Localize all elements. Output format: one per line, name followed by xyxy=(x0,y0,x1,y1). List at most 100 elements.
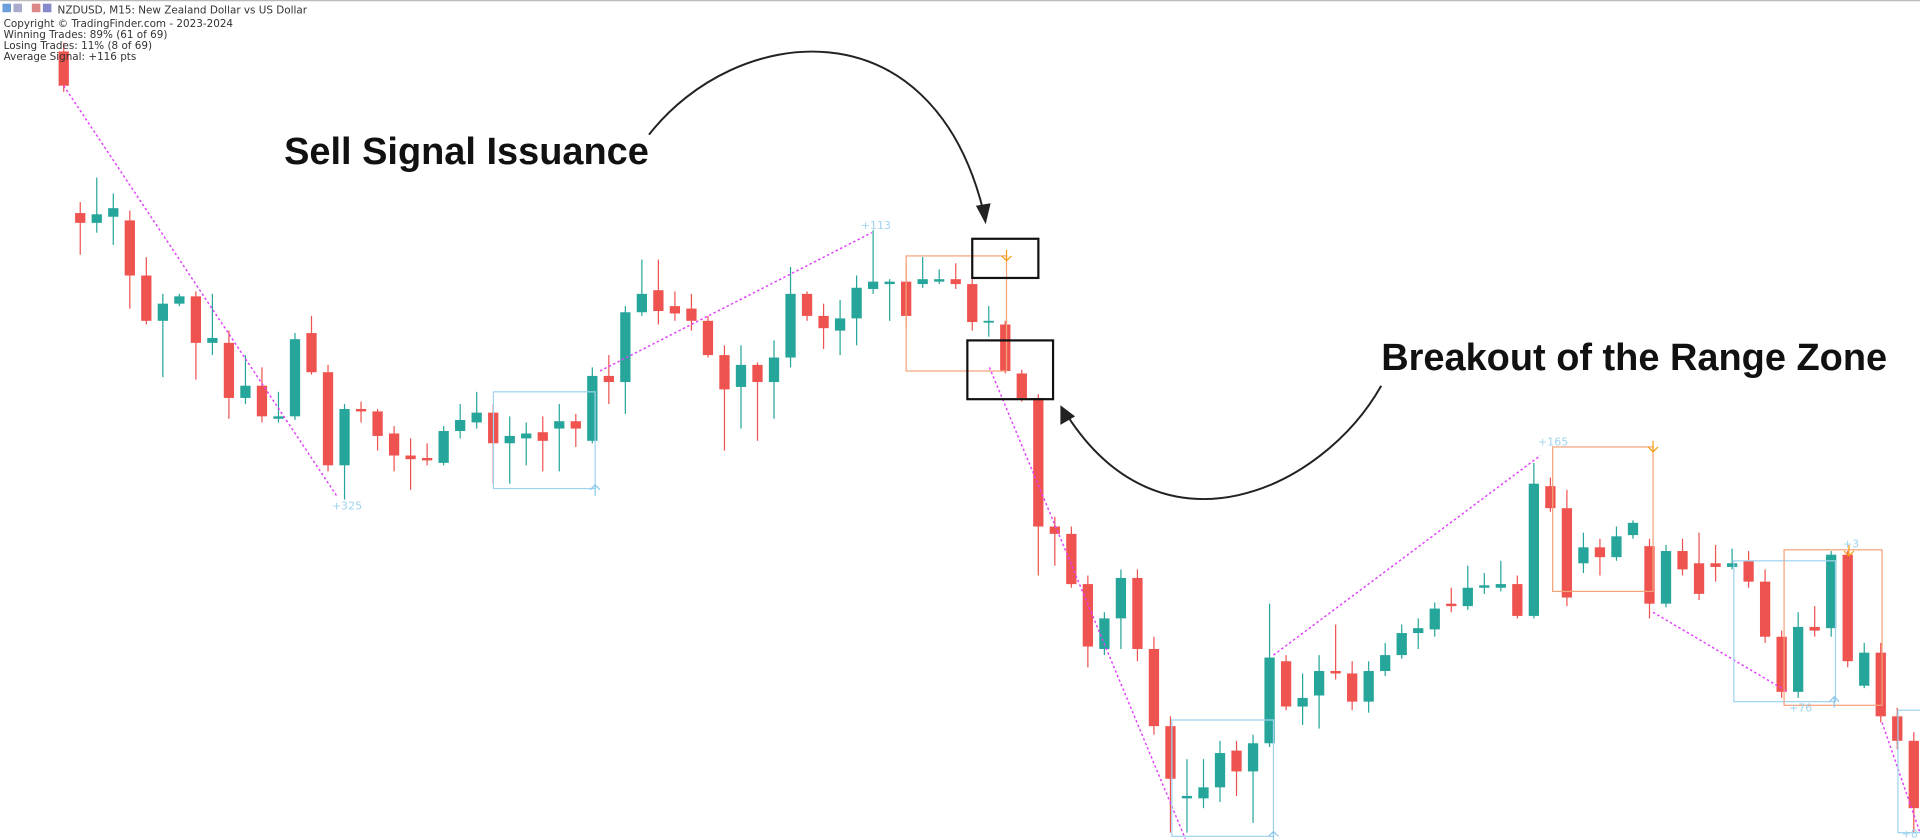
candle-body xyxy=(1545,486,1556,509)
range-box xyxy=(1897,709,1920,834)
info-line: Winning Trades: 89% (61 of 69) xyxy=(4,29,168,41)
candle-body xyxy=(91,214,102,223)
candle-body xyxy=(1462,587,1473,607)
candle-body xyxy=(1132,577,1143,649)
candle-body xyxy=(1479,585,1490,588)
candle-body xyxy=(223,342,235,398)
buy-arrow xyxy=(589,484,601,496)
highlight-box xyxy=(966,339,1055,401)
candle-body xyxy=(256,385,268,417)
icon xyxy=(2,3,12,13)
signal-label: +76 xyxy=(1789,701,1812,714)
signal-line xyxy=(63,85,338,497)
arrowhead xyxy=(1060,405,1076,425)
candle-body xyxy=(141,275,152,321)
candle-body xyxy=(1033,397,1044,527)
candle-body xyxy=(1297,697,1308,707)
candle-body xyxy=(339,408,350,466)
candle-body xyxy=(1743,560,1754,582)
candle-body xyxy=(289,339,301,417)
candle-body xyxy=(1693,563,1705,594)
candle-body xyxy=(1115,577,1127,619)
candle-body xyxy=(1677,551,1688,570)
candle-body xyxy=(1809,626,1820,631)
candle-body xyxy=(1826,554,1837,629)
signal-label: +8 xyxy=(1902,828,1918,840)
candle-body xyxy=(273,416,284,419)
candle-body xyxy=(240,385,251,398)
candle-body xyxy=(1875,652,1886,717)
candles xyxy=(58,42,1919,833)
candle-body xyxy=(1000,324,1011,372)
candle-body xyxy=(108,208,119,217)
candle-body xyxy=(785,293,796,358)
candle-body xyxy=(124,220,135,276)
range-box xyxy=(905,255,1008,372)
candle-body xyxy=(1231,750,1242,772)
candle-body xyxy=(1363,671,1374,702)
candle-body xyxy=(1099,618,1110,649)
signal-label: +3 xyxy=(1843,537,1859,550)
candle-body xyxy=(950,279,961,285)
icon xyxy=(42,3,52,13)
candle-body xyxy=(1660,551,1672,604)
info-panel: NZDUSD, M15: New Zealand Dollar vs US Do… xyxy=(2,3,308,63)
candle-body xyxy=(884,281,895,285)
candle-body xyxy=(1578,547,1589,564)
candle-body xyxy=(471,412,482,423)
candle-body xyxy=(752,364,763,383)
candle-body xyxy=(719,355,730,390)
candle-body xyxy=(1165,726,1176,779)
candle-body xyxy=(867,281,879,289)
candle-body xyxy=(75,213,86,223)
candle-body xyxy=(1528,483,1540,616)
candle-body xyxy=(554,421,565,429)
icon xyxy=(31,3,41,13)
candle-body xyxy=(1247,743,1259,772)
callout-text: Breakout of the Range Zone xyxy=(1381,337,1887,379)
candle-body xyxy=(1066,533,1077,585)
candle-body xyxy=(58,51,69,86)
candle-body xyxy=(1313,671,1325,696)
candle-body xyxy=(1049,526,1060,534)
candle-body xyxy=(570,421,581,429)
range-box xyxy=(1171,719,1275,837)
candle-body xyxy=(174,296,185,304)
candle-body xyxy=(455,420,466,432)
candle-body xyxy=(372,411,383,436)
buy-arrow xyxy=(1828,695,1840,708)
buy-arrow xyxy=(1268,830,1279,840)
range-box xyxy=(1783,549,1883,706)
callout-arrow xyxy=(1066,385,1383,500)
candle-body xyxy=(1611,536,1622,558)
candle-body xyxy=(983,320,994,323)
signal-label: +113 xyxy=(861,219,891,232)
candle-body xyxy=(521,433,532,439)
signal-line xyxy=(988,367,1186,840)
candle-body xyxy=(1908,740,1919,809)
candle-body xyxy=(1330,671,1341,674)
callout-arrow xyxy=(648,50,985,211)
callout-text: Sell Signal Issuance xyxy=(284,131,649,173)
overlays: +113 +325 +165 +3 +76 +8 Sell Signal Iss… xyxy=(63,50,1920,840)
candle-body xyxy=(669,306,681,314)
candle-body xyxy=(1347,673,1358,702)
candle-body xyxy=(1627,522,1639,536)
signal-line xyxy=(599,231,873,372)
candle-body xyxy=(801,293,813,316)
signal-line xyxy=(1273,454,1541,656)
candle-body xyxy=(851,287,862,319)
candle-body xyxy=(1776,636,1787,692)
candle-body xyxy=(603,375,614,383)
range-box xyxy=(1552,446,1654,593)
candle-body xyxy=(1181,795,1193,799)
candle-body xyxy=(1726,563,1738,567)
candle-body xyxy=(967,284,978,323)
candle-body xyxy=(438,431,449,463)
candle-body xyxy=(620,312,631,383)
candle-body xyxy=(1892,716,1903,741)
candle-body xyxy=(355,408,367,412)
candle-body xyxy=(1148,648,1160,727)
sell-arrow xyxy=(1843,544,1855,557)
